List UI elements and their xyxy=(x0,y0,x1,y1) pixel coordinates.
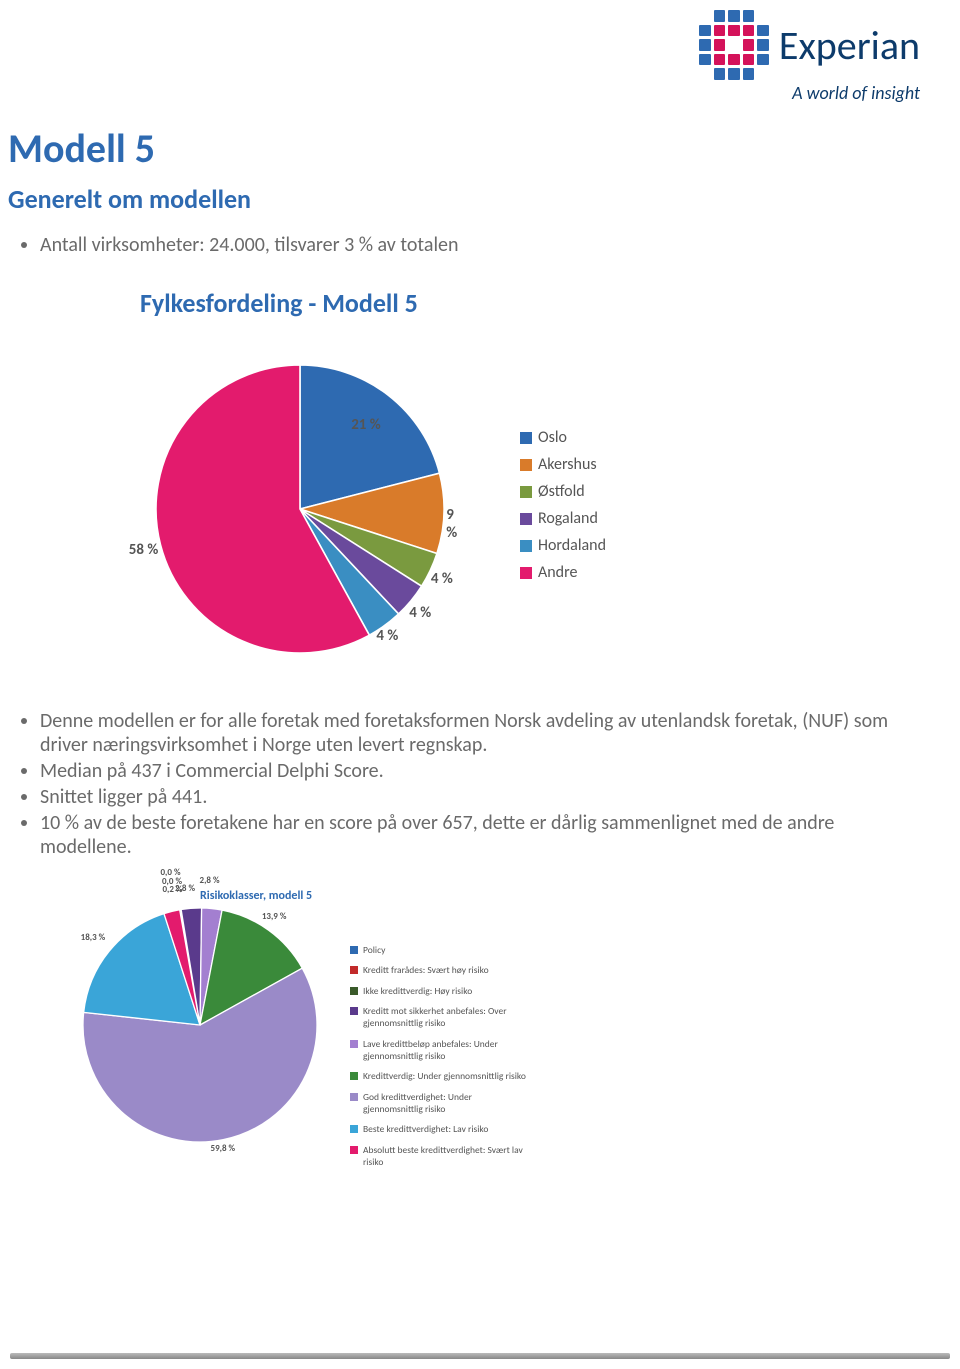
experian-logo: Experian A world of insight xyxy=(699,10,920,104)
legend-swatch xyxy=(350,946,358,954)
legend-item: Kredittverdig: Under gjennomsnittlig ris… xyxy=(350,1070,530,1082)
legend-item: Hordaland xyxy=(520,536,606,555)
legend-item: Akershus xyxy=(520,455,606,474)
legend-label: Absolutt beste kredittverdighet: Svært l… xyxy=(363,1144,530,1169)
pie-slice-label: 18,3 % xyxy=(81,932,106,943)
legend-item: Andre xyxy=(520,563,606,582)
experian-logo-text: Experian xyxy=(779,21,920,70)
page-subtitle: Generelt om modellen xyxy=(8,183,960,215)
legend-swatch xyxy=(350,1125,358,1133)
legend-label: Policy xyxy=(363,944,385,956)
legend-label: Kredittverdig: Under gjennomsnittlig ris… xyxy=(363,1070,526,1082)
legend-label: Lave kredittbeløp anbefales: Under gjenn… xyxy=(363,1038,530,1063)
pie-slice-label: 13,9 % xyxy=(262,911,287,922)
legend-item: Ikke kredittverdig: Høy risiko xyxy=(350,985,530,997)
body-bullet: Snittet ligger på 441. xyxy=(40,785,920,809)
chart2-legend: Policy Kreditt frarådes: Svært høy risiko… xyxy=(350,944,530,1176)
footer-divider xyxy=(10,1353,950,1359)
legend-swatch xyxy=(520,540,532,552)
body-bullet: Median på 437 i Commercial Delphi Score. xyxy=(40,759,920,783)
legend-label: Andre xyxy=(538,563,577,582)
legend-label: Kreditt mot sikkerhet anbefales: Over gj… xyxy=(363,1005,530,1030)
pie-slice-label: 4 % xyxy=(431,570,453,588)
body-list: Denne modellen er for alle foretak med f… xyxy=(40,709,920,859)
pie-slice-label: 4 % xyxy=(376,627,398,645)
legend-item: Absolutt beste kredittverdighet: Svært l… xyxy=(350,1144,530,1169)
legend-label: Ikke kredittverdig: Høy risiko xyxy=(363,985,472,997)
legend-swatch xyxy=(520,486,532,498)
legend-item: Lave kredittbeløp anbefales: Under gjenn… xyxy=(350,1038,530,1063)
chart1-title: Fylkesfordeling - Modell 5 xyxy=(140,287,960,319)
pie-slice-label: 59,8 % xyxy=(211,1143,236,1154)
legend-label: Hordaland xyxy=(538,536,606,555)
logo-area: Experian A world of insight xyxy=(0,10,960,104)
legend-item: Kreditt frarådes: Svært høy risiko xyxy=(350,964,530,976)
pie-slice-label: 0,0 % xyxy=(160,867,180,878)
legend-label: Kreditt frarådes: Svært høy risiko xyxy=(363,964,489,976)
pie-slice-label: 21 % xyxy=(351,416,381,434)
legend-swatch xyxy=(520,432,532,444)
page: Experian A world of insight Modell 5 Gen… xyxy=(0,0,960,1369)
legend-item: Rogaland xyxy=(520,509,606,528)
intro-bullet: Antall virksomheter: 24.000, tilsvarer 3… xyxy=(40,233,960,257)
legend-swatch xyxy=(350,1007,358,1015)
legend-label: Rogaland xyxy=(538,509,598,528)
legend-label: Oslo xyxy=(538,428,567,447)
legend-swatch xyxy=(350,1093,358,1101)
chart2-pie: 0,2 %0,0 %0,0 %2,8 %2,8 %13,9 %59,8 %18,… xyxy=(70,895,330,1155)
body-bullet: Denne modellen er for alle foretak med f… xyxy=(40,709,920,757)
pie-slice-label: 58 % xyxy=(129,541,159,559)
pie-slice-label: 2,8 % xyxy=(175,883,195,894)
legend-item: Policy xyxy=(350,944,530,956)
legend-item: Østfold xyxy=(520,482,606,501)
chart-risikoklasser: Risikoklasser, modell 5 0,2 %0,0 %0,0 %2… xyxy=(70,889,960,1176)
legend-swatch xyxy=(520,513,532,525)
legend-swatch xyxy=(350,1146,358,1154)
experian-logo-mark xyxy=(699,10,769,80)
pie-slice-label: 2,8 % xyxy=(200,875,220,886)
body-bullet: 10 % av de beste foretakene har en score… xyxy=(40,811,920,859)
chart1-pie: 21 %9 %4 %4 %4 %58 % xyxy=(140,349,460,669)
legend-item: God kredittverdighet: Under gjennomsnitt… xyxy=(350,1091,530,1116)
legend-swatch xyxy=(350,1040,358,1048)
legend-swatch xyxy=(520,459,532,471)
legend-label: Akershus xyxy=(538,455,597,474)
legend-item: Oslo xyxy=(520,428,606,447)
experian-logo-tagline: A world of insight xyxy=(792,82,920,104)
pie-slice-label: 4 % xyxy=(409,604,431,622)
legend-swatch xyxy=(350,987,358,995)
legend-swatch xyxy=(520,567,532,579)
intro-list: Antall virksomheter: 24.000, tilsvarer 3… xyxy=(40,233,960,257)
legend-label: God kredittverdighet: Under gjennomsnitt… xyxy=(363,1091,530,1116)
legend-label: Beste kredittverdighet: Lav risiko xyxy=(363,1123,488,1135)
legend-label: Østfold xyxy=(538,482,585,501)
page-title: Modell 5 xyxy=(8,124,960,173)
chart1-legend: Oslo Akershus Østfold Rogaland Hordaland Andr… xyxy=(520,428,606,590)
legend-swatch xyxy=(350,1072,358,1080)
pie-slice-label: 9 % xyxy=(446,506,460,542)
legend-swatch xyxy=(350,966,358,974)
legend-item: Beste kredittverdighet: Lav risiko xyxy=(350,1123,530,1135)
legend-item: Kreditt mot sikkerhet anbefales: Over gj… xyxy=(350,1005,530,1030)
chart-fylkesfordeling: Fylkesfordeling - Modell 5 21 %9 %4 %4 %… xyxy=(140,287,960,669)
